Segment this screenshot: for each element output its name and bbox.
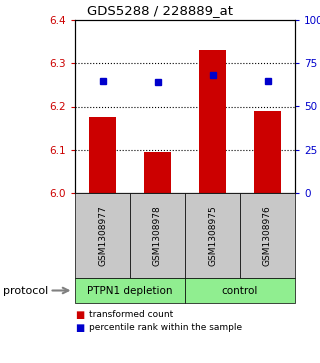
Text: GDS5288 / 228889_at: GDS5288 / 228889_at xyxy=(87,4,233,17)
Text: protocol: protocol xyxy=(3,286,48,295)
Bar xyxy=(199,50,226,193)
Text: ■: ■ xyxy=(75,310,84,320)
Bar xyxy=(254,111,281,193)
Text: ■: ■ xyxy=(75,323,84,333)
Bar xyxy=(144,152,171,193)
Bar xyxy=(89,117,116,193)
Text: GSM1308977: GSM1308977 xyxy=(98,205,107,266)
Text: GSM1308975: GSM1308975 xyxy=(208,205,217,266)
Text: GSM1308976: GSM1308976 xyxy=(263,205,272,266)
Text: transformed count: transformed count xyxy=(89,310,174,319)
Text: PTPN1 depletion: PTPN1 depletion xyxy=(87,286,173,295)
Text: GSM1308978: GSM1308978 xyxy=(153,205,162,266)
Text: percentile rank within the sample: percentile rank within the sample xyxy=(89,323,243,332)
Text: control: control xyxy=(222,286,258,295)
